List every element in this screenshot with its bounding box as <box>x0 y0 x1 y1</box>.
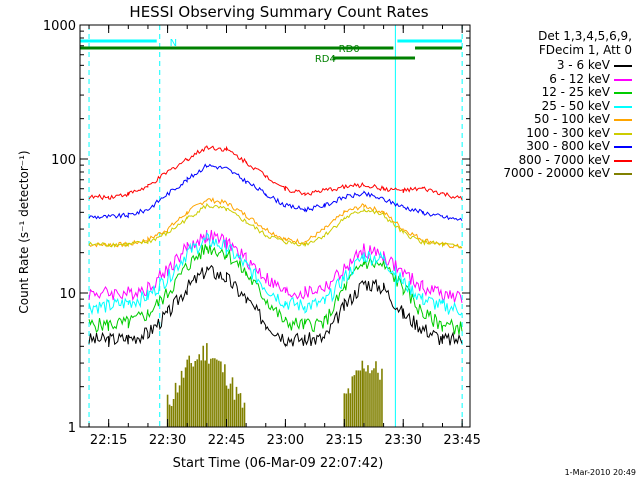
legend-swatch <box>614 119 632 121</box>
x-tick-label: 23:15 <box>326 433 363 448</box>
series-line <box>88 244 463 335</box>
series-line <box>88 232 463 316</box>
x-tick-label: 23:45 <box>443 433 480 448</box>
plot-frame <box>79 24 471 428</box>
series-line <box>88 264 463 348</box>
series-line <box>88 144 463 201</box>
flag-label-rd4: RD4 <box>315 54 336 65</box>
flag-label-rd0: RD0 <box>339 44 360 55</box>
x-axis-label: Start Time (06-Mar-09 22:07:42) <box>173 456 384 471</box>
series-line <box>88 229 463 304</box>
legend-swatch <box>614 92 632 94</box>
legend-item: 6 - 12 keV <box>480 71 632 86</box>
x-tick-label: 22:15 <box>90 433 127 448</box>
y-axis-label: Count Rate (s⁻¹ detector⁻¹) <box>17 150 31 313</box>
legend-label: 12 - 25 keV <box>541 85 610 99</box>
series-path <box>88 264 463 348</box>
legend-item: 3 - 6 keV <box>480 59 632 72</box>
legend-label: 3 - 6 keV <box>556 58 610 72</box>
series-path <box>88 229 463 304</box>
legend-label: 800 - 7000 keV <box>518 152 610 167</box>
series-path <box>88 144 463 201</box>
legend-swatch <box>614 173 632 175</box>
series-path <box>88 232 463 316</box>
y-tick-label: 1000 <box>43 19 76 34</box>
series-path <box>88 197 463 249</box>
x-tick-label: 23:00 <box>267 433 304 448</box>
x-tick-label: 23:30 <box>384 433 421 448</box>
legend-item: 800 - 7000 keV <box>480 152 632 167</box>
x-tick-label: 22:30 <box>149 433 186 448</box>
series-line <box>88 163 463 221</box>
x-tick-label: 22:45 <box>208 433 245 448</box>
y-tick-label: 10 <box>59 287 76 302</box>
series-path <box>88 202 463 249</box>
series-path <box>88 244 463 335</box>
legend-item: 12 - 25 keV <box>480 86 632 99</box>
legend-swatch <box>614 65 632 67</box>
detector-config-line-2: FDecim 1, Att 0 <box>538 43 632 57</box>
flag-label-n: N <box>170 38 177 49</box>
legend-label: 300 - 800 keV <box>526 139 610 153</box>
legend-swatch <box>614 78 632 81</box>
detector-config-line-1: Det 1,3,4,5,6,9, <box>538 29 632 43</box>
legend-label: 50 - 100 keV <box>533 112 610 126</box>
legend-label: 100 - 300 keV <box>526 125 610 140</box>
series-line <box>166 343 383 427</box>
legend-swatch <box>614 146 632 148</box>
legend-item: 300 - 800 keV <box>480 140 632 153</box>
legend-swatch <box>614 159 632 162</box>
legend-label: 6 - 12 keV <box>549 71 610 86</box>
series-path <box>88 163 463 221</box>
chart-title: HESSI Observing Summary Count Rates <box>129 3 428 21</box>
legend-label: 25 - 50 keV <box>541 98 610 113</box>
y-tick-label: 1 <box>68 421 76 436</box>
generation-timestamp: 1-Mar-2010 20:49 <box>564 468 636 477</box>
series-line <box>88 197 463 249</box>
legend-item: 7000 - 20000 keV <box>480 167 632 180</box>
legend-label: 7000 - 20000 keV <box>503 166 610 180</box>
y-tick-label: 100 <box>51 153 76 168</box>
legend-swatch <box>614 132 632 135</box>
legend-item: 100 - 300 keV <box>480 125 632 140</box>
legend-swatch <box>614 105 632 108</box>
series-line <box>88 202 463 249</box>
legend-item: 50 - 100 keV <box>480 113 632 126</box>
legend-item: 25 - 50 keV <box>480 98 632 113</box>
